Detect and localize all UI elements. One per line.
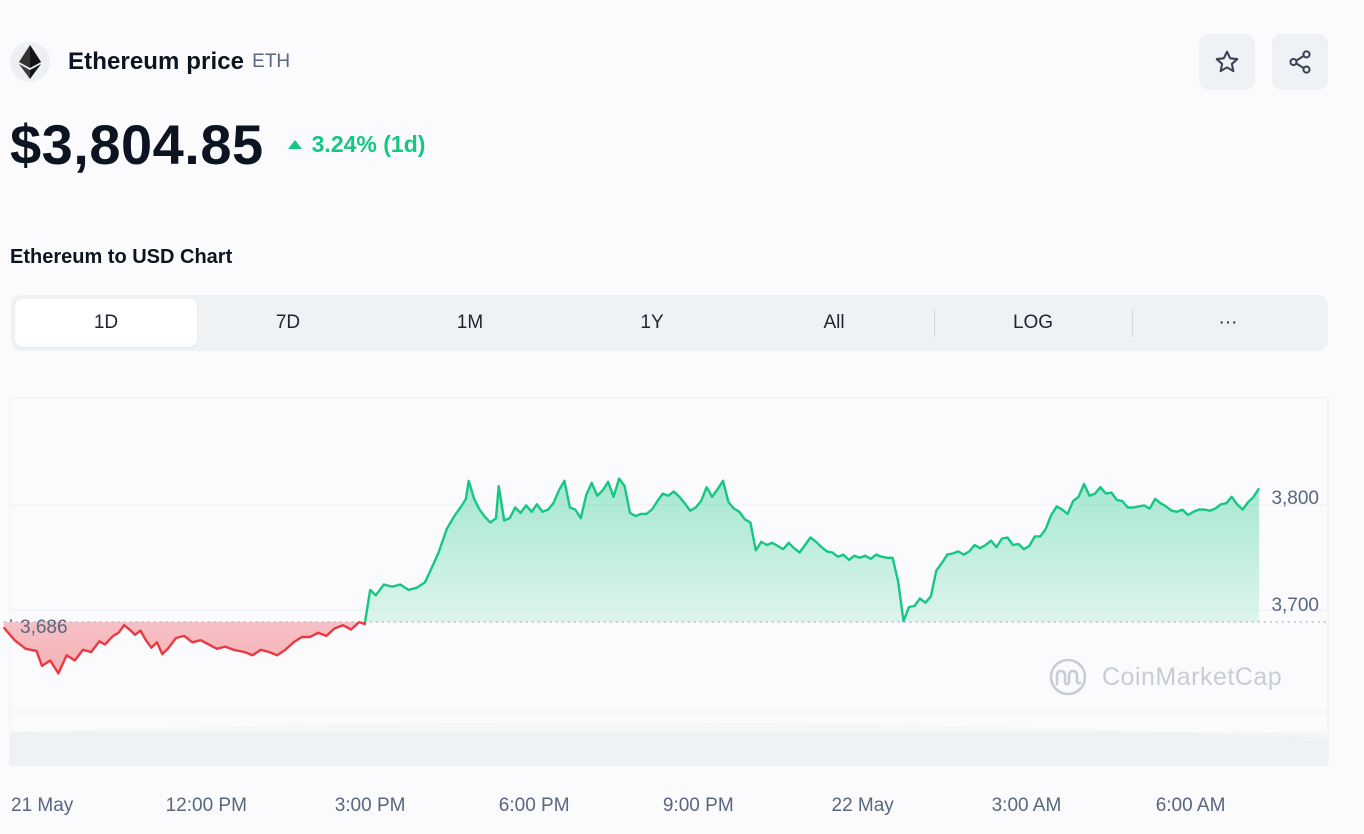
price-chart[interactable]: 3,686 · 3,800 3,700 xyxy=(0,380,1364,790)
volume-band xyxy=(10,732,1328,766)
coin-name: Ethereum price xyxy=(68,48,245,75)
baseline-label: 3,686 xyxy=(20,617,68,638)
x-tick-label: 22 May xyxy=(831,795,894,816)
tab-1d[interactable]: 1D xyxy=(15,299,197,347)
price-area-up xyxy=(3,478,1260,622)
watermark-text: CoinMarketCap xyxy=(1102,662,1283,691)
tab-log[interactable]: LOG xyxy=(1012,312,1054,333)
coinmarketcap-watermark: CoinMarketCap xyxy=(1048,657,1282,697)
watchlist-star-button[interactable] xyxy=(1199,34,1255,90)
price-row: $3,804.85 3.24% (1d) xyxy=(10,112,425,177)
x-tick-label: 6:00 PM xyxy=(498,795,570,816)
coin-symbol: ETH xyxy=(252,51,291,72)
baseline-marker: · xyxy=(8,610,14,631)
tab-divider xyxy=(934,309,935,337)
tab-1m[interactable]: 1M xyxy=(456,312,484,333)
coin-header: Ethereum price ETH xyxy=(10,40,290,84)
price-change: 3.24% (1d) xyxy=(287,131,426,158)
tab-divider xyxy=(1132,309,1133,337)
price-area-down xyxy=(3,622,1260,674)
price-line-down xyxy=(2,622,904,675)
y-tick-label: 3,700 xyxy=(1271,595,1319,616)
caret-up-icon xyxy=(287,140,302,149)
x-tick-label: 9:00 PM xyxy=(662,795,734,816)
x-tick-label: 21 May xyxy=(11,795,74,816)
x-tick-label: 12:00 PM xyxy=(165,795,247,816)
ethereum-icon xyxy=(10,42,50,82)
chart-heading: Ethereum to USD Chart xyxy=(10,246,233,268)
volume-band-top xyxy=(10,722,1328,738)
tab-more[interactable]: ··· xyxy=(1218,312,1238,333)
tab-all[interactable]: All xyxy=(823,312,845,333)
share-icon xyxy=(1289,50,1311,74)
star-icon xyxy=(1215,50,1239,73)
y-tick-label: 3,800 xyxy=(1271,488,1319,509)
x-tick-label: 3:00 PM xyxy=(334,795,406,816)
price-change-value: 3.24% (1d) xyxy=(311,131,426,157)
tab-7d[interactable]: 7D xyxy=(275,312,301,333)
x-tick-label: 3:00 AM xyxy=(991,795,1062,816)
coinmarketcap-logo-icon xyxy=(1049,658,1087,696)
range-tabs: 1D 7D 1M 1Y All LOG ··· xyxy=(11,295,1328,351)
tab-1y[interactable]: 1Y xyxy=(640,312,664,333)
share-button[interactable] xyxy=(1272,34,1328,90)
x-tick-label: 6:00 AM xyxy=(1155,795,1226,816)
current-price: $3,804.85 xyxy=(10,113,264,176)
price-line-up xyxy=(357,477,1261,622)
